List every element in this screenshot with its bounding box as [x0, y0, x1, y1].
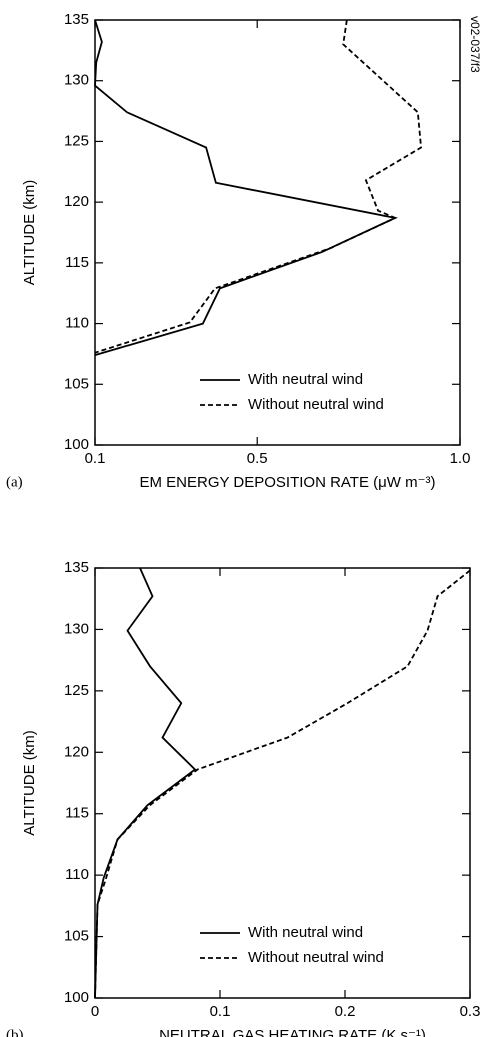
x-axis-label: EM ENERGY DEPOSITION RATE (μW m⁻³): [139, 474, 435, 491]
profile-line: [94, 569, 471, 999]
y-axis-label: ALTITUDE (km): [21, 730, 38, 836]
plot-frame: [94, 567, 471, 999]
panel-label: (a): [6, 474, 23, 490]
y-tick-label: 130: [64, 72, 89, 89]
y-tick-label: 120: [64, 193, 89, 210]
y-tick-label: 110: [65, 315, 89, 332]
x-tick-label: 0.5: [247, 450, 268, 467]
legend-label: With neutral wind: [248, 924, 363, 941]
x-tick-label: 0.3: [460, 1003, 481, 1020]
legend-label: Without neutral wind: [248, 396, 384, 413]
x-tick-label: 0.1: [85, 450, 106, 467]
y-tick-label: 115: [65, 805, 89, 822]
profile-line: [94, 19, 423, 354]
y-tick-label: 100: [64, 989, 89, 1006]
y-tick-label: 130: [64, 620, 89, 637]
x-tick-label: 0: [91, 1003, 99, 1020]
y-tick-label: 125: [64, 132, 89, 149]
y-tick-label: 105: [64, 928, 89, 945]
profile-line: [94, 567, 197, 999]
legend-label: Without neutral wind: [248, 949, 384, 966]
x-tick-label: 0.1: [210, 1003, 231, 1020]
y-tick-label: 120: [64, 743, 89, 760]
x-axis-label: NEUTRAL GAS HEATING RATE (K s⁻¹): [159, 1027, 426, 1037]
y-axis-label: ALTITUDE (km): [21, 180, 38, 286]
y-tick-label: 135: [64, 11, 89, 28]
legend-label: With neutral wind: [248, 371, 363, 388]
y-tick-label: 125: [64, 682, 89, 699]
y-tick-label: 135: [64, 559, 89, 576]
y-tick-label: 115: [65, 254, 89, 271]
profile-line: [94, 19, 398, 357]
side-label: v02-037/f3: [468, 16, 482, 73]
plot-frame: [94, 19, 461, 446]
x-tick-label: 1.0: [450, 450, 471, 467]
y-tick-label: 100: [64, 436, 89, 453]
y-tick-label: 105: [64, 375, 89, 392]
x-tick-label: 0.2: [335, 1003, 356, 1020]
panel-label: (b): [6, 1027, 24, 1037]
y-tick-label: 110: [65, 866, 89, 883]
